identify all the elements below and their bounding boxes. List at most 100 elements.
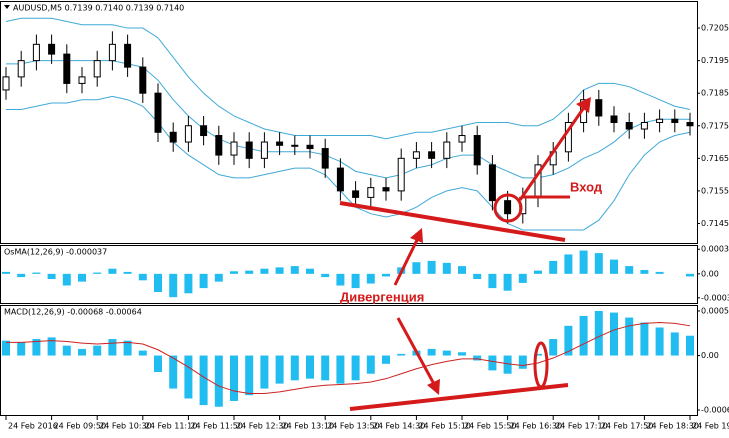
osma-title: OsMA(12,26,9) -0.000037 (4, 248, 107, 257)
candle-body (458, 135, 466, 143)
histogram-bar (640, 322, 649, 356)
histogram-bar (488, 273, 497, 289)
candle-body (656, 118, 664, 123)
histogram-bar (123, 340, 132, 356)
histogram-bar (154, 355, 162, 373)
y-tick-label: -0.00066 (701, 406, 729, 415)
x-tick-label: 24 Feb 18:30 (646, 422, 698, 431)
histogram-bar (17, 273, 26, 278)
y-tick-label: 0.7165 (701, 154, 729, 163)
histogram-bar (32, 272, 41, 274)
plot: 0.7145 0.7155 0.7165 0.7175 0.7185 0.7195 0.72… (2, 17, 729, 431)
candle-body (610, 115, 618, 124)
candle-body (625, 122, 633, 130)
x-tick-label: 24 Feb 12:30 (236, 422, 288, 431)
y-tick-label: 0.7185 (701, 89, 729, 98)
histogram-bar (78, 273, 86, 282)
y-tick-label: 0.7145 (701, 219, 729, 228)
x-tick-label: 24 Feb 17:50 (601, 422, 653, 431)
x-tick-label: 24 Feb 15:10 (418, 422, 470, 431)
histogram-bar (78, 348, 86, 356)
histogram-bar (93, 272, 102, 274)
histogram-bar (336, 355, 345, 384)
annotations (339, 97, 591, 411)
y-tick-label: 0.00 (701, 269, 719, 278)
y-tick-label: 0.00038 (701, 245, 729, 254)
candle-body (184, 125, 192, 143)
band-line (5, 17, 691, 140)
y-tick-label: 0.7155 (701, 186, 729, 195)
candle-body (382, 187, 390, 192)
histogram-bar (260, 355, 269, 389)
histogram-bar (503, 355, 512, 374)
histogram-bar (138, 273, 147, 281)
histogram-bar (579, 250, 588, 274)
histogram-bar (397, 353, 406, 356)
candle-body (32, 43, 40, 62)
candle-body (352, 190, 360, 198)
histogram-bar (640, 269, 649, 274)
histogram-bar (655, 327, 664, 356)
histogram-bar (534, 270, 542, 274)
candle-body (488, 164, 496, 202)
histogram-bar (306, 268, 314, 274)
histogram-bar (138, 350, 147, 356)
histogram-bar (290, 355, 299, 381)
x-tick-label: 24 Feb 2016 (8, 422, 58, 431)
arrow-head (410, 228, 423, 243)
y-tick-label: 0.7175 (701, 121, 729, 130)
histogram-bar (655, 271, 664, 274)
divergence-arrow-down (396, 317, 436, 385)
candle-body (412, 151, 420, 159)
candle-body (17, 60, 25, 78)
chart-title: AUDUSD,M5 0.7139 0.7140 0.7139 0.7140 (13, 4, 184, 13)
histogram-bar (382, 273, 390, 277)
histogram-bar (245, 355, 254, 396)
y-tick-label: 0.7195 (701, 56, 729, 65)
candle-body (93, 60, 101, 78)
entry-circle (493, 193, 523, 223)
candle-body (564, 122, 572, 153)
histogram-bar (2, 271, 10, 274)
histogram-bar (594, 310, 603, 356)
histogram-bar (442, 262, 451, 274)
x-tick-label: 24 Feb 11:10 (145, 422, 197, 431)
candle-body (78, 76, 86, 84)
candle-body (686, 122, 694, 127)
arrow-head (427, 379, 440, 395)
candle-body (473, 135, 481, 166)
candle-body (63, 53, 71, 84)
histogram-bar (32, 339, 41, 356)
candle-body (640, 122, 648, 130)
histogram-bar (306, 355, 314, 379)
candle-body (108, 43, 116, 62)
histogram-bar (351, 273, 360, 289)
candle-body (443, 141, 451, 159)
histogram-bar (184, 273, 193, 294)
histogram-bar (625, 317, 634, 356)
macd-divergence-line (349, 383, 569, 411)
histogram-bar (473, 355, 482, 361)
histogram-bar (549, 339, 558, 356)
candle-body (306, 144, 314, 150)
histogram-bar (458, 266, 466, 274)
entry-arrow (518, 105, 587, 201)
x-tick-label: 24 Feb 17:10 (555, 422, 607, 431)
candle-body (336, 167, 344, 192)
histogram-bar (17, 342, 26, 356)
histogram-bar (169, 273, 178, 298)
histogram-bar (47, 273, 56, 280)
x-tick-label: 24 Feb 14:30 (373, 422, 425, 431)
histogram-bar (230, 271, 238, 274)
annotation: Дивергенция (340, 289, 424, 304)
x-tick-label: 24 Feb 19:10 (692, 422, 729, 431)
histogram-bar (245, 270, 254, 274)
menu-icon (4, 5, 10, 9)
histogram-bar (518, 273, 527, 283)
histogram-bar (473, 273, 482, 280)
histogram-bar (199, 273, 208, 289)
histogram-bar (366, 273, 375, 284)
